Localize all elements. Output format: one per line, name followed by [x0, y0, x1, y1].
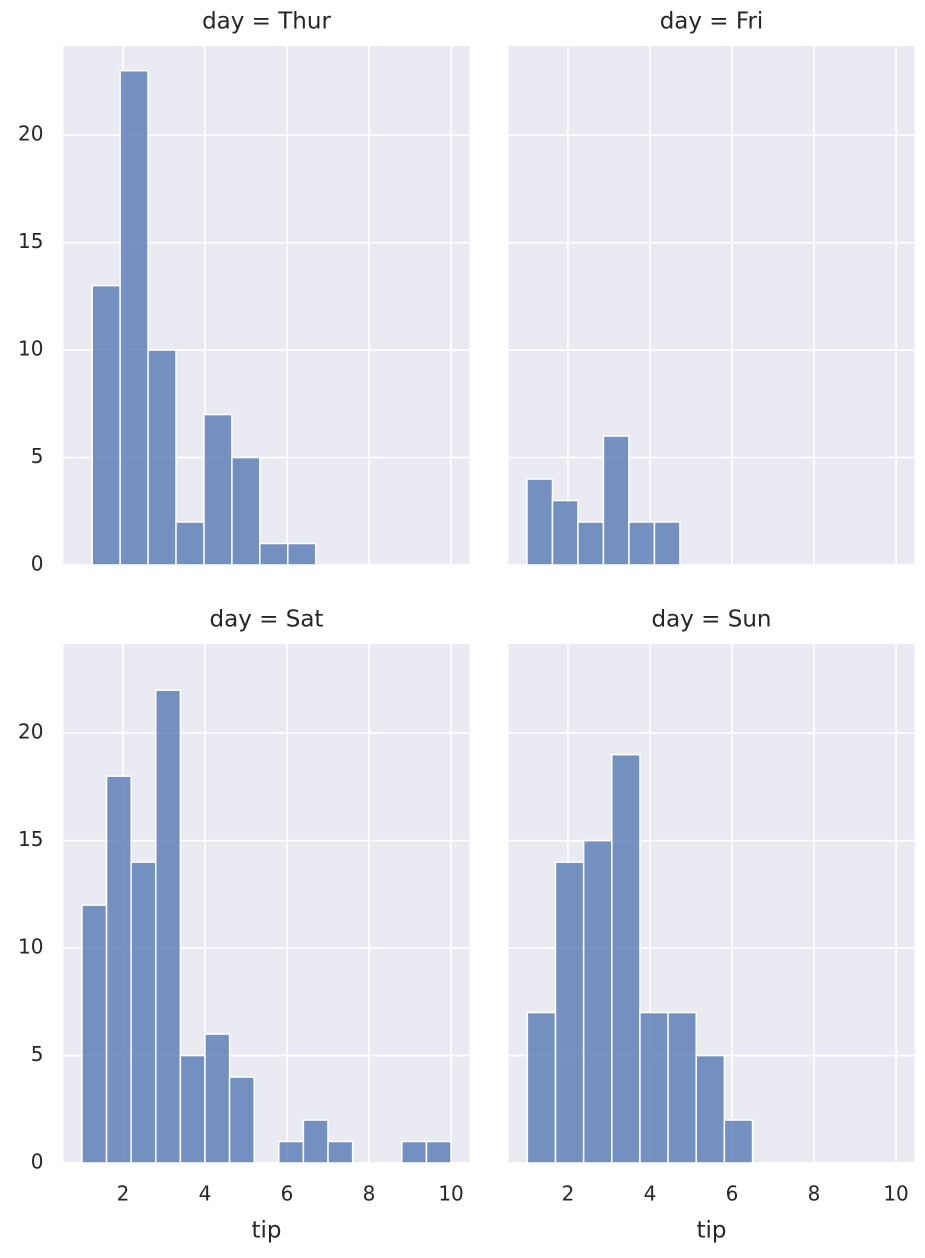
bar — [81, 904, 108, 1164]
bar — [582, 839, 613, 1164]
bar — [611, 753, 641, 1164]
bar — [302, 1119, 329, 1164]
x-tick-label: 4 — [199, 1182, 212, 1206]
bar — [231, 456, 261, 566]
bar — [105, 775, 132, 1164]
y-tick-label: 10 — [18, 337, 43, 361]
bar — [639, 1011, 669, 1164]
y-tick-label: 10 — [18, 935, 43, 959]
bar — [327, 1140, 354, 1164]
bar — [554, 861, 585, 1164]
bar — [287, 542, 317, 566]
bar — [653, 521, 681, 566]
y-tick-label: 15 — [18, 827, 43, 851]
bar — [551, 499, 579, 566]
bar — [204, 1033, 231, 1164]
bar — [401, 1140, 428, 1164]
y-tick-label: 15 — [18, 229, 43, 253]
panel-title: day = Thur — [202, 9, 331, 35]
bar — [577, 521, 605, 566]
x-tick-label: 2 — [562, 1182, 575, 1206]
panel-title: day = Sat — [210, 607, 324, 633]
bar — [147, 349, 177, 566]
y-tick-label: 5 — [31, 1042, 44, 1066]
y-tick-label: 0 — [31, 552, 44, 576]
bar — [259, 542, 289, 566]
x-tick-label: 6 — [281, 1182, 294, 1206]
x-tick-label: 10 — [883, 1182, 908, 1206]
x-axis-label: tip — [251, 1218, 281, 1244]
bar — [179, 1054, 206, 1164]
bar — [155, 689, 182, 1164]
bar — [175, 521, 205, 566]
bar — [667, 1011, 697, 1164]
x-tick-label: 10 — [438, 1182, 463, 1206]
x-tick-label: 2 — [117, 1182, 130, 1206]
y-tick-label: 5 — [31, 444, 44, 468]
bar — [628, 521, 656, 566]
bar — [723, 1119, 754, 1164]
bar — [695, 1054, 726, 1164]
y-tick-label: 0 — [31, 1150, 44, 1174]
x-tick-label: 4 — [644, 1182, 657, 1206]
bar — [203, 413, 233, 566]
panel-title: day = Sun — [652, 607, 772, 633]
bar — [278, 1140, 305, 1164]
x-tick-label: 6 — [726, 1182, 739, 1206]
bar — [602, 435, 630, 566]
bar — [119, 69, 149, 566]
bar — [91, 284, 121, 566]
bar — [425, 1140, 452, 1164]
bar — [526, 1011, 557, 1164]
x-tick-label: 8 — [808, 1182, 821, 1206]
y-tick-label: 20 — [18, 720, 43, 744]
panel-title: day = Fri — [660, 9, 764, 35]
x-tick-label: 8 — [363, 1182, 376, 1206]
y-tick-label: 20 — [18, 122, 43, 146]
bar — [130, 861, 157, 1164]
plot-background — [508, 46, 915, 565]
bar — [526, 478, 554, 566]
bar — [228, 1076, 255, 1164]
x-axis-label: tip — [696, 1218, 726, 1244]
